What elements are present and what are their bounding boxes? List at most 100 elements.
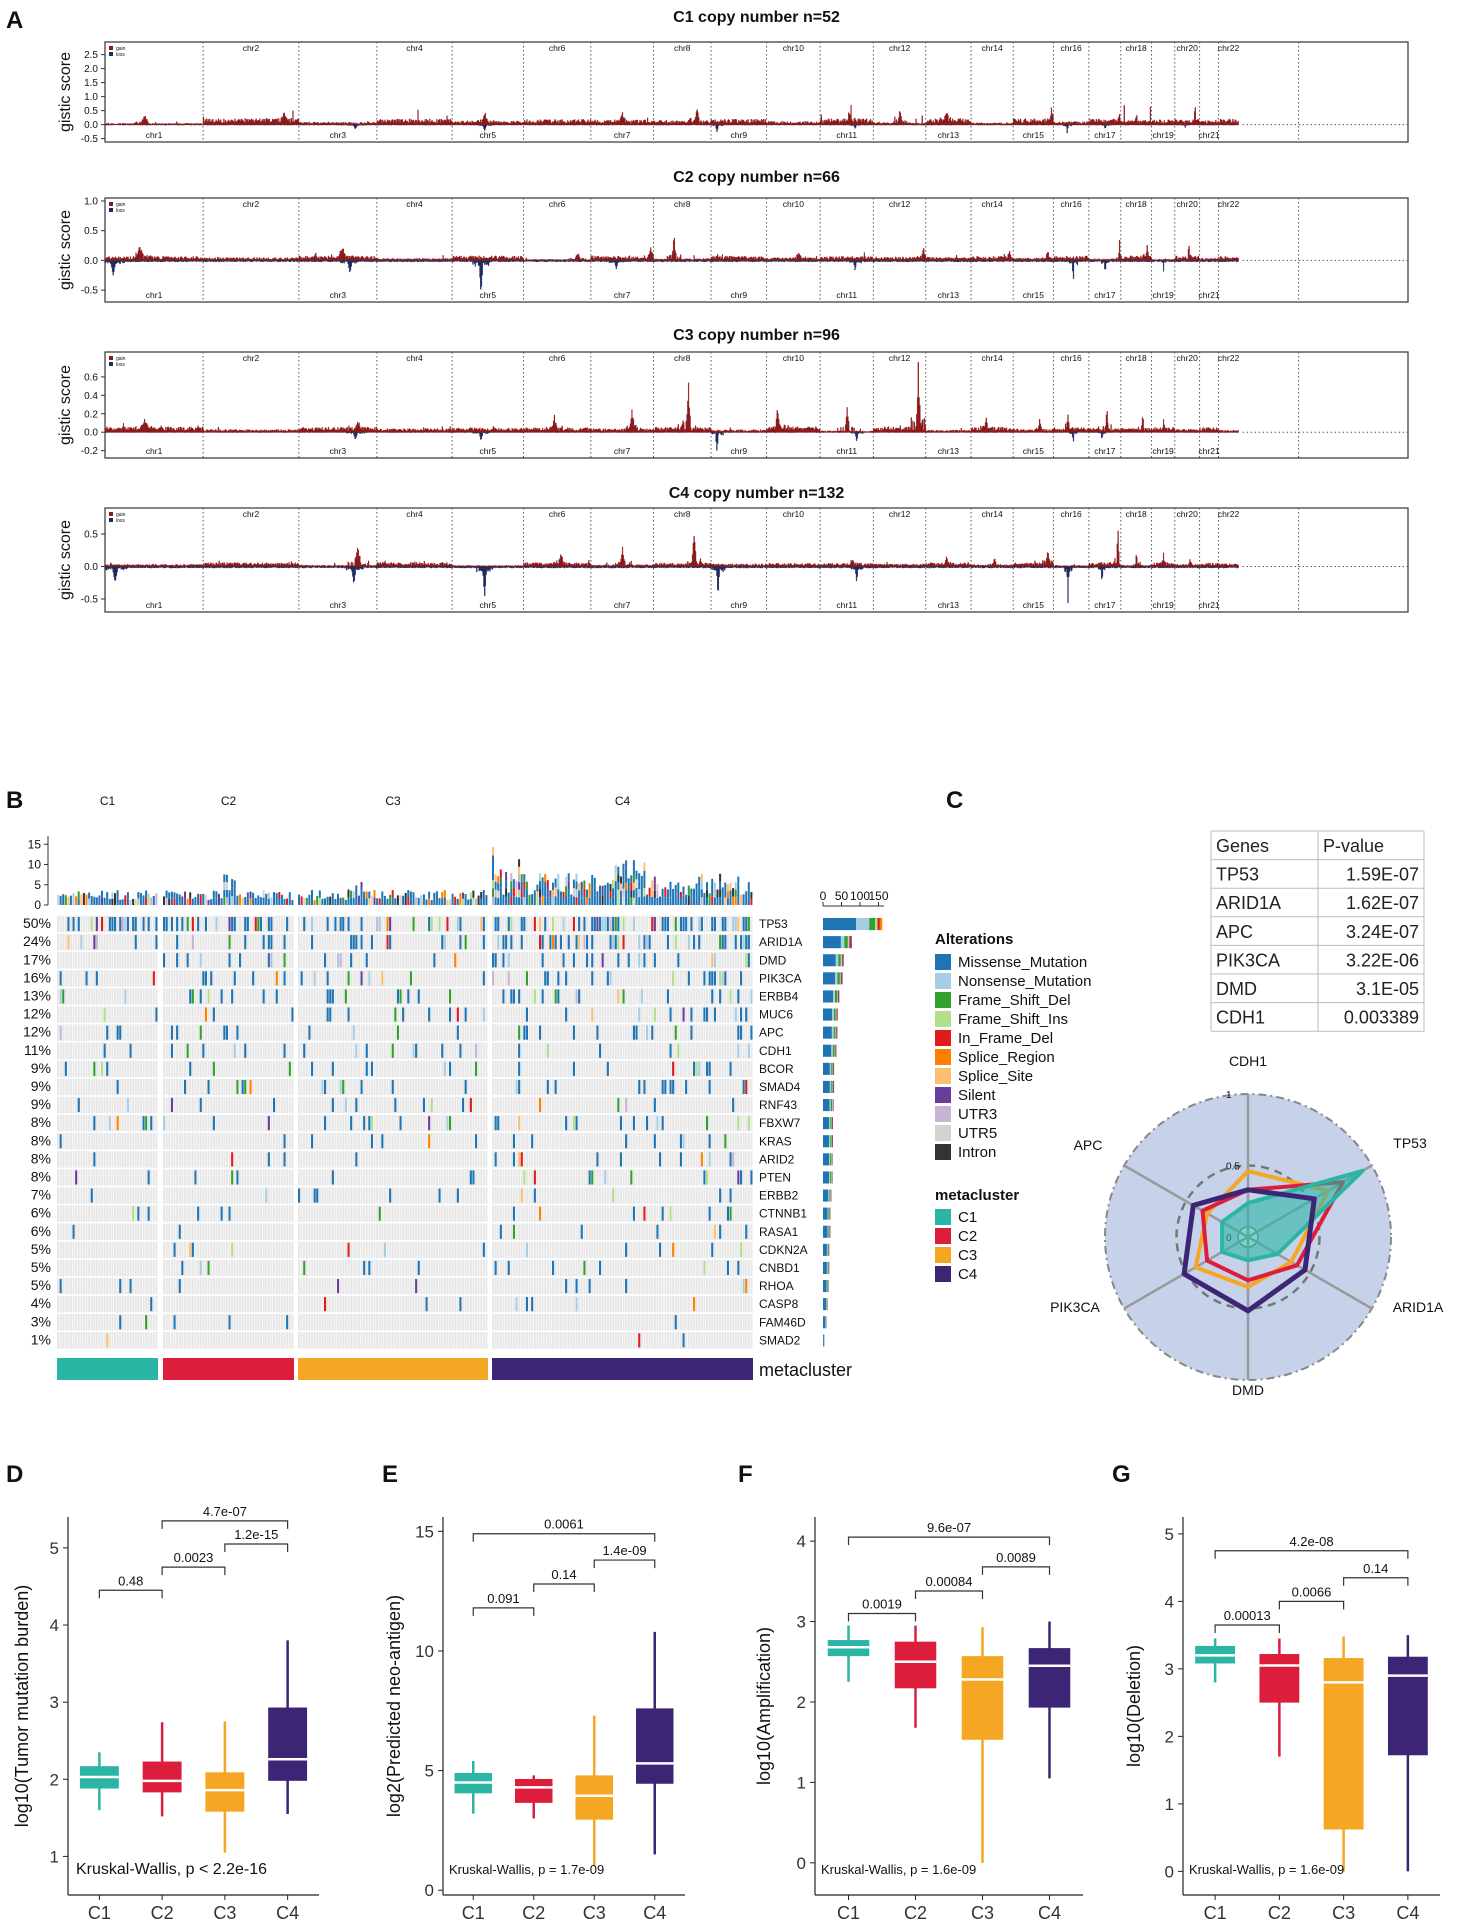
x-tick-label: C1 (837, 1903, 860, 1923)
mutation-cell (350, 953, 353, 968)
tmb-bar (273, 892, 275, 899)
gene-percent: 8% (31, 1150, 51, 1166)
tmb-bar (580, 897, 583, 905)
mutation-cell (233, 1043, 236, 1058)
tmb-bar (567, 873, 570, 882)
chr-label-bottom: chr15 (1023, 446, 1045, 456)
mutation-cell (225, 1025, 228, 1040)
mutation-cell (241, 1079, 244, 1094)
tmb-bar (606, 882, 609, 891)
tmb-bar (428, 891, 431, 899)
panel-letter-e: E (382, 1461, 398, 1488)
mutation-cell (370, 1061, 373, 1076)
mutation-cell (669, 1206, 672, 1221)
chr-label-bottom: chr5 (480, 446, 497, 456)
tmb-bar (648, 887, 651, 897)
tmb-bar (492, 847, 494, 856)
y-tick-label: 0 (425, 1881, 434, 1900)
tmb-bar (562, 898, 565, 905)
gene-count-bar (830, 1117, 832, 1130)
mutation-cell (239, 953, 242, 968)
mutation-cell (207, 1079, 210, 1094)
tmb-bar (713, 890, 716, 898)
mutation-cell (368, 971, 371, 986)
chr-label-bottom: chr5 (480, 130, 497, 140)
tmb-bar (67, 896, 70, 905)
gene-count-bar (844, 936, 848, 949)
chr-label-bottom: chr17 (1094, 600, 1116, 610)
mutation-cell (93, 1116, 96, 1131)
tmb-bar (664, 887, 667, 897)
gene-count-bar (850, 936, 852, 949)
mutation-cell (394, 1007, 397, 1022)
tmb-bar (528, 894, 531, 905)
mutation-cell (352, 1025, 355, 1040)
tmb-bar (202, 893, 205, 905)
mutation-cell (734, 917, 737, 932)
tmb-bar (734, 889, 737, 898)
tmb-bar (186, 898, 189, 905)
y-axis-title: log10(Tumor mutation burden) (12, 1585, 32, 1827)
mutation-cell (204, 1007, 207, 1022)
mutation-cell (311, 1134, 314, 1149)
tmb-bar (622, 888, 625, 897)
tmb-bar (472, 890, 475, 898)
mutation-cell (370, 935, 373, 950)
mutation-cell (706, 1007, 709, 1022)
tmb-bar (152, 896, 155, 905)
mutation-cell (682, 1007, 685, 1022)
tmb-bar (464, 894, 467, 905)
cnv-y-tick-label: 1.5 (84, 78, 98, 89)
chr-label-bottom: chr3 (330, 446, 347, 456)
tmb-bar (617, 874, 620, 882)
gene-name: CTNNB1 (759, 1207, 807, 1221)
mutation-cell (108, 917, 111, 932)
x-tick-label: C4 (1038, 1903, 1061, 1923)
tmb-bar (194, 897, 197, 905)
tmb-bar (428, 898, 431, 905)
mutation-cell (236, 1079, 239, 1094)
cnv-y-label: gistic score (57, 52, 74, 132)
tmb-bar (588, 897, 591, 905)
cnv-y-tick-label: 0.0 (84, 256, 98, 267)
mutation-cell (604, 1170, 607, 1185)
chr-label-top: chr4 (406, 353, 423, 363)
tmb-bar (499, 887, 502, 897)
mutation-cell (270, 917, 273, 932)
tmb-bar (355, 895, 358, 905)
comparison-bracket (1214, 1624, 1280, 1633)
tmb-bar (583, 888, 586, 897)
cnv-y-tick-label: 2.0 (84, 64, 98, 75)
tmb-bar (218, 893, 220, 905)
mutation-cell (469, 1170, 472, 1185)
gene-count-bar (837, 990, 839, 1003)
tmb-bar (539, 889, 541, 897)
mutation-cell (355, 1098, 358, 1113)
mutation-cell (254, 917, 257, 932)
gene-count-bar (826, 1280, 828, 1293)
mutation-cell (572, 1061, 575, 1076)
gene-count-bar (832, 1117, 833, 1130)
mutation-cell (170, 1025, 173, 1040)
mutation-cell (708, 1134, 711, 1149)
tmb-bar (254, 897, 257, 905)
mutation-cell (313, 1188, 316, 1203)
legend-gain-label: gain (116, 46, 126, 52)
tmb-bar (567, 897, 570, 905)
mutation-cell (119, 1025, 122, 1040)
tmb-bar (627, 887, 630, 897)
mutation-cell (552, 917, 555, 932)
tmb-bar (593, 896, 596, 905)
comparison-pvalue: 0.14 (551, 1567, 576, 1582)
tmb-bar (734, 897, 737, 905)
mutation-cell (745, 1007, 748, 1022)
chr-label-bottom: chr21 (1198, 600, 1220, 610)
gene-count-bar (833, 1062, 835, 1075)
x-tick-label: C4 (276, 1903, 299, 1923)
tmb-bar (546, 896, 549, 905)
mutation-cell (124, 989, 127, 1004)
tmb-bar (632, 882, 635, 891)
gene-count-bar (823, 1099, 830, 1112)
mutation-cell (562, 917, 565, 932)
